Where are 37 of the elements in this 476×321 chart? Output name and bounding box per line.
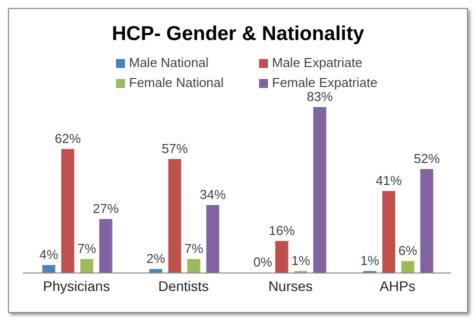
x-tick-label: Dentists [158,278,209,294]
data-label: 27% [92,201,120,216]
data-label: 1% [291,253,311,268]
bar [382,191,396,273]
data-label: 7% [184,241,204,256]
chart-title: HCP- Gender & Nationality [110,23,366,47]
bar [275,241,288,273]
bar [206,205,220,273]
legend-label: Male Expatriate [272,54,364,72]
bar [187,259,200,273]
legend-label: Male National [129,54,210,72]
data-label: 62% [54,131,82,146]
legend-label: Female National [129,74,225,92]
data-label: 2% [146,251,166,266]
bar [168,159,182,273]
data-label: 0% [253,254,273,270]
data-label: 41% [376,173,402,188]
bar [80,259,94,273]
data-label: 57% [162,141,188,156]
bar [420,169,434,273]
x-tick-label: Physicians [43,278,110,294]
bar [99,219,112,273]
data-label: 7% [77,241,97,256]
data-label: 16% [268,223,296,238]
x-tick-label: Nurses [268,278,313,294]
data-label: 6% [398,243,418,258]
data-label: 52% [414,151,440,166]
bar [61,149,74,273]
legend-label: Female Expatriate [272,74,378,92]
bar [313,107,326,273]
bar [401,261,414,273]
x-tick-label: AHPs [380,278,416,294]
data-label: 83% [306,89,334,104]
data-label: 4% [39,247,59,262]
data-label: 34% [200,187,226,202]
bar [42,265,56,273]
data-label: 1% [360,253,380,268]
